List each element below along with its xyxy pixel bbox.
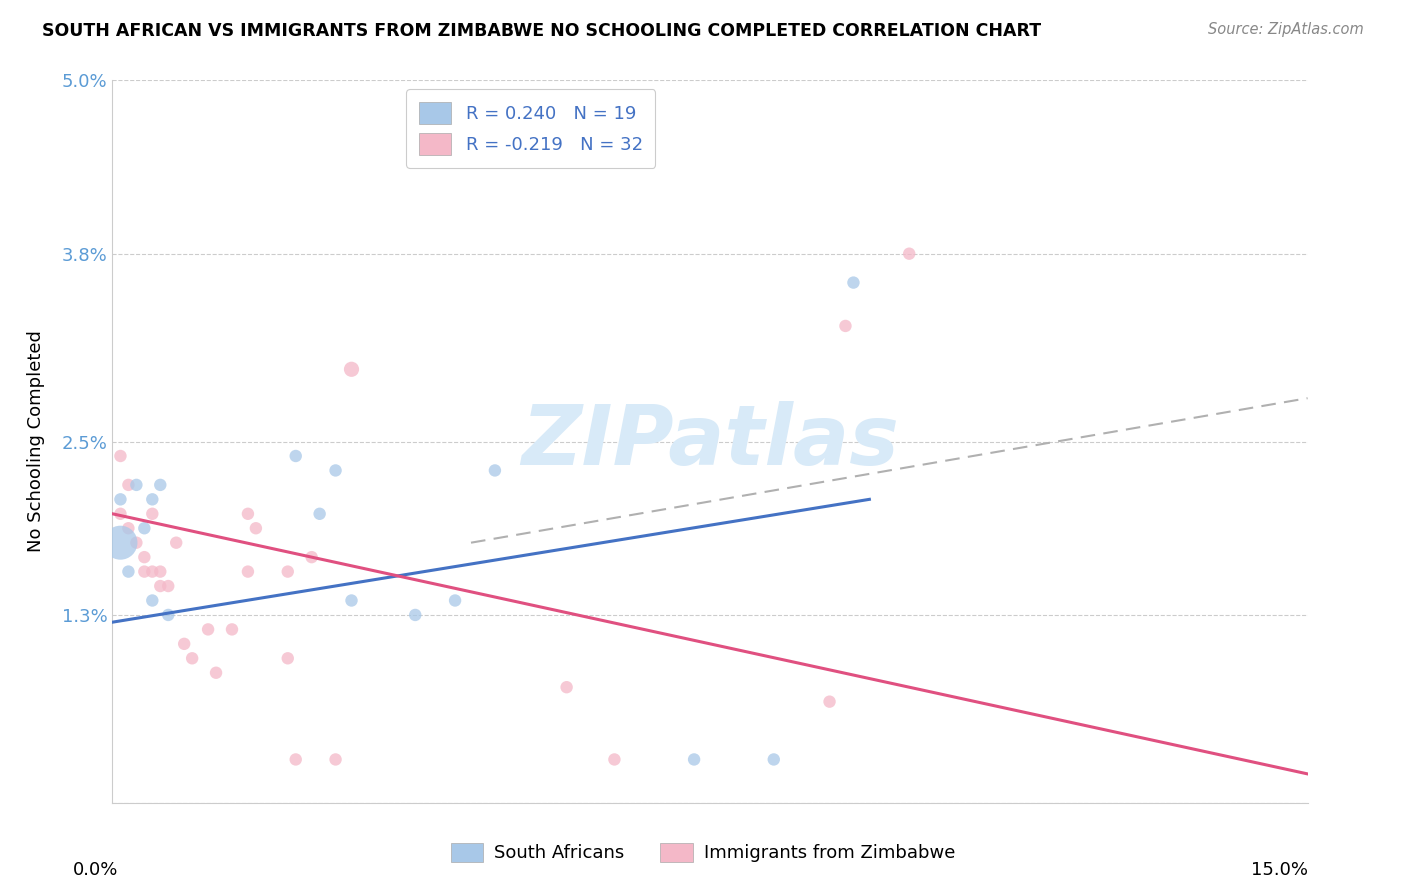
Point [141, 593, 163, 607]
Point [325, 752, 347, 766]
Point [245, 521, 267, 535]
Point [301, 550, 323, 565]
Text: SOUTH AFRICAN VS IMMIGRANTS FROM ZIMBABWE NO SCHOOLING COMPLETED CORRELATION CHA: SOUTH AFRICAN VS IMMIGRANTS FROM ZIMBABW… [42, 22, 1042, 40]
Point [236, 565, 259, 579]
Point [340, 593, 363, 607]
Point [683, 752, 706, 766]
Point [197, 623, 219, 637]
Point [149, 478, 172, 492]
Point [125, 478, 148, 492]
Point [149, 579, 172, 593]
Legend: South Africans, Immigrants from Zimbabwe: South Africans, Immigrants from Zimbabwe [443, 836, 963, 870]
Text: 15.0%: 15.0% [1250, 861, 1308, 879]
Point [308, 507, 330, 521]
Point [404, 607, 426, 622]
Point [110, 449, 132, 463]
Point [157, 607, 180, 622]
Point [165, 535, 187, 549]
Point [134, 521, 156, 535]
Point [277, 565, 299, 579]
Point [818, 695, 841, 709]
Point [277, 651, 299, 665]
Point [110, 492, 132, 507]
Point [284, 752, 307, 766]
Point [444, 593, 467, 607]
Text: 0.0%: 0.0% [73, 861, 118, 879]
Point [205, 665, 228, 680]
Point [141, 565, 163, 579]
Text: ZIPatlas: ZIPatlas [522, 401, 898, 482]
Point [236, 507, 259, 521]
Point [484, 463, 506, 477]
Legend: R = 0.240   N = 19, R = -0.219   N = 32: R = 0.240 N = 19, R = -0.219 N = 32 [406, 89, 655, 168]
Point [141, 507, 163, 521]
Point [181, 651, 204, 665]
Point [842, 276, 865, 290]
Point [110, 507, 132, 521]
Point [157, 579, 180, 593]
Text: Source: ZipAtlas.com: Source: ZipAtlas.com [1208, 22, 1364, 37]
Point [555, 680, 578, 694]
Point [110, 535, 132, 549]
Point [340, 362, 363, 376]
Point [141, 492, 163, 507]
Point [284, 449, 307, 463]
Point [134, 565, 156, 579]
Point [898, 246, 921, 260]
Point [117, 565, 139, 579]
Y-axis label: No Schooling Completed: No Schooling Completed [27, 331, 45, 552]
Point [173, 637, 195, 651]
Point [117, 478, 139, 492]
Point [603, 752, 626, 766]
Point [834, 318, 856, 333]
Point [117, 521, 139, 535]
Point [325, 463, 347, 477]
Point [221, 623, 243, 637]
Point [762, 752, 785, 766]
Point [149, 565, 172, 579]
Point [134, 550, 156, 565]
Point [125, 535, 148, 549]
